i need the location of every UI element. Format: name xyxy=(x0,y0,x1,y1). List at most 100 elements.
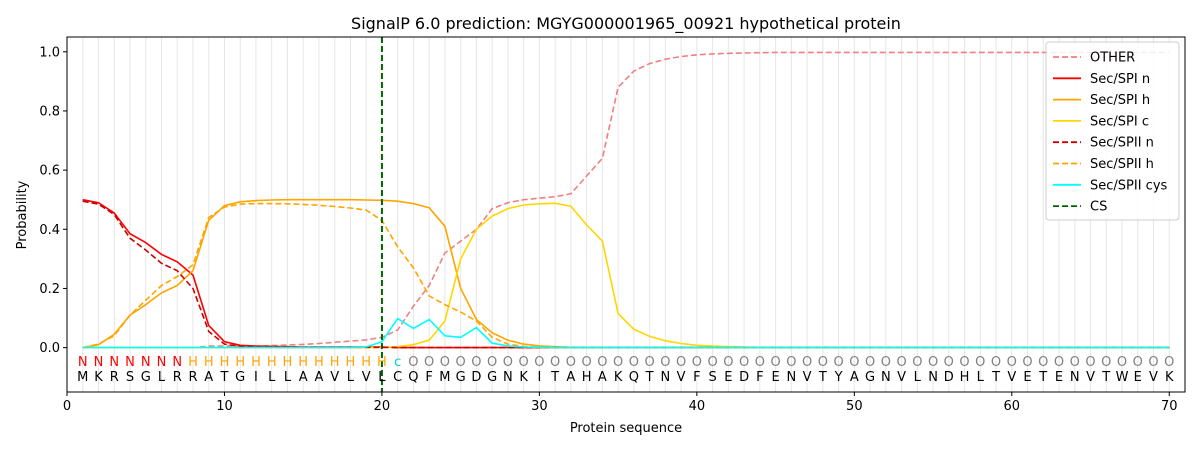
region-label: H xyxy=(251,355,261,370)
series-line-sec-spi-c xyxy=(82,202,1170,349)
region-label: O xyxy=(959,355,969,370)
region-label: H xyxy=(330,355,340,370)
residue-letter: V xyxy=(1149,370,1158,385)
region-label: O xyxy=(944,355,954,370)
region-label: H xyxy=(298,355,308,370)
residue-letter: N xyxy=(660,370,670,385)
grid-lines xyxy=(82,37,1170,392)
residue-letter: K xyxy=(94,370,103,385)
region-label: O xyxy=(440,355,450,370)
region-label: O xyxy=(519,355,529,370)
region-label: c xyxy=(394,355,401,370)
y-tick-label: 0.6 xyxy=(39,164,60,179)
region-label: H xyxy=(235,355,245,370)
residue-letter: E xyxy=(1134,370,1142,385)
residue-letter: K xyxy=(519,370,528,385)
region-label: N xyxy=(157,355,167,370)
residue-letter: T xyxy=(1101,370,1110,385)
region-label: H xyxy=(204,355,214,370)
legend-label: Sec/SPI c xyxy=(1090,114,1149,129)
region-label: O xyxy=(912,355,922,370)
x-tick-label: 60 xyxy=(1004,399,1021,414)
region-label: O xyxy=(1085,355,1095,370)
residue-letter: S xyxy=(708,370,716,385)
region-label: O xyxy=(881,355,891,370)
legend-label: Sec/SPII n xyxy=(1090,136,1154,151)
residue-letter: A xyxy=(598,370,607,385)
region-label: O xyxy=(471,355,481,370)
residue-letter: A xyxy=(314,370,323,385)
region-label: O xyxy=(802,355,812,370)
residue-letter: V xyxy=(677,370,686,385)
x-tick-label: 10 xyxy=(216,399,233,414)
region-label: H xyxy=(377,355,387,370)
residue-letter: T xyxy=(991,370,1000,385)
residue-letter: L xyxy=(378,370,386,385)
region-label: O xyxy=(975,355,985,370)
residue-letter: A xyxy=(566,370,575,385)
residue-letter: H xyxy=(582,370,592,385)
region-label: O xyxy=(597,355,607,370)
region-label: N xyxy=(125,355,135,370)
series-line-sec-spii-n xyxy=(82,200,1170,349)
region-label: N xyxy=(94,355,104,370)
y-tick-label: 0.4 xyxy=(39,223,60,238)
region-label: H xyxy=(346,355,356,370)
residue-letter: Q xyxy=(629,370,639,385)
region-label: O xyxy=(1117,355,1127,370)
region-label: O xyxy=(613,355,623,370)
region-label: O xyxy=(1101,355,1111,370)
residue-letter: A xyxy=(299,370,308,385)
series-line-sec-spii-cys xyxy=(82,317,1170,349)
y-axis-label: Probability xyxy=(15,180,30,249)
residue-letter: E xyxy=(1055,370,1063,385)
residue-letter: K xyxy=(1165,370,1174,385)
residue-letter: N xyxy=(786,370,796,385)
x-axis-label: Protein sequence xyxy=(570,421,682,436)
region-label: O xyxy=(503,355,513,370)
residue-letter: R xyxy=(188,370,197,385)
y-tick-label: 0.0 xyxy=(39,341,60,356)
region-label: O xyxy=(582,355,592,370)
plot-area xyxy=(82,37,1170,392)
residue-letter: M xyxy=(439,370,450,385)
region-label: O xyxy=(1054,355,1064,370)
residue-letter: A xyxy=(204,370,213,385)
region-label: O xyxy=(534,355,544,370)
residue-letter: T xyxy=(818,370,827,385)
region-label: O xyxy=(928,355,938,370)
region-label: O xyxy=(629,355,639,370)
residue-letter: T xyxy=(645,370,654,385)
legend-label: OTHER xyxy=(1090,51,1135,66)
residue-letter: W xyxy=(1116,370,1129,385)
legend-label: Sec/SPI h xyxy=(1090,93,1150,108)
region-label: H xyxy=(267,355,277,370)
residue-letter: C xyxy=(393,370,402,385)
residue-letter: I xyxy=(537,370,541,385)
residue-letter: M xyxy=(77,370,88,385)
residue-letter: N xyxy=(503,370,513,385)
region-label: H xyxy=(361,355,371,370)
residue-letter: L xyxy=(284,370,292,385)
series-line-sec-spii-h xyxy=(82,202,1170,349)
residue-letter: A xyxy=(850,370,859,385)
residue-letter: E xyxy=(1023,370,1031,385)
residue-letter: H xyxy=(960,370,970,385)
region-label: O xyxy=(550,355,560,370)
residue-letter: F xyxy=(756,370,763,385)
residue-letter: V xyxy=(803,370,812,385)
residue-letter: N xyxy=(928,370,938,385)
region-label: O xyxy=(723,355,733,370)
region-label: O xyxy=(786,355,796,370)
region-label: O xyxy=(1022,355,1032,370)
region-label: O xyxy=(487,355,497,370)
region-label: O xyxy=(1148,355,1158,370)
residue-letter: K xyxy=(614,370,623,385)
region-label: H xyxy=(220,355,230,370)
series-line-sec-spi-h xyxy=(82,198,1170,349)
region-label: H xyxy=(283,355,293,370)
residue-letter: L xyxy=(914,370,922,385)
residue-letter: G xyxy=(141,370,151,385)
region-label: O xyxy=(833,355,843,370)
